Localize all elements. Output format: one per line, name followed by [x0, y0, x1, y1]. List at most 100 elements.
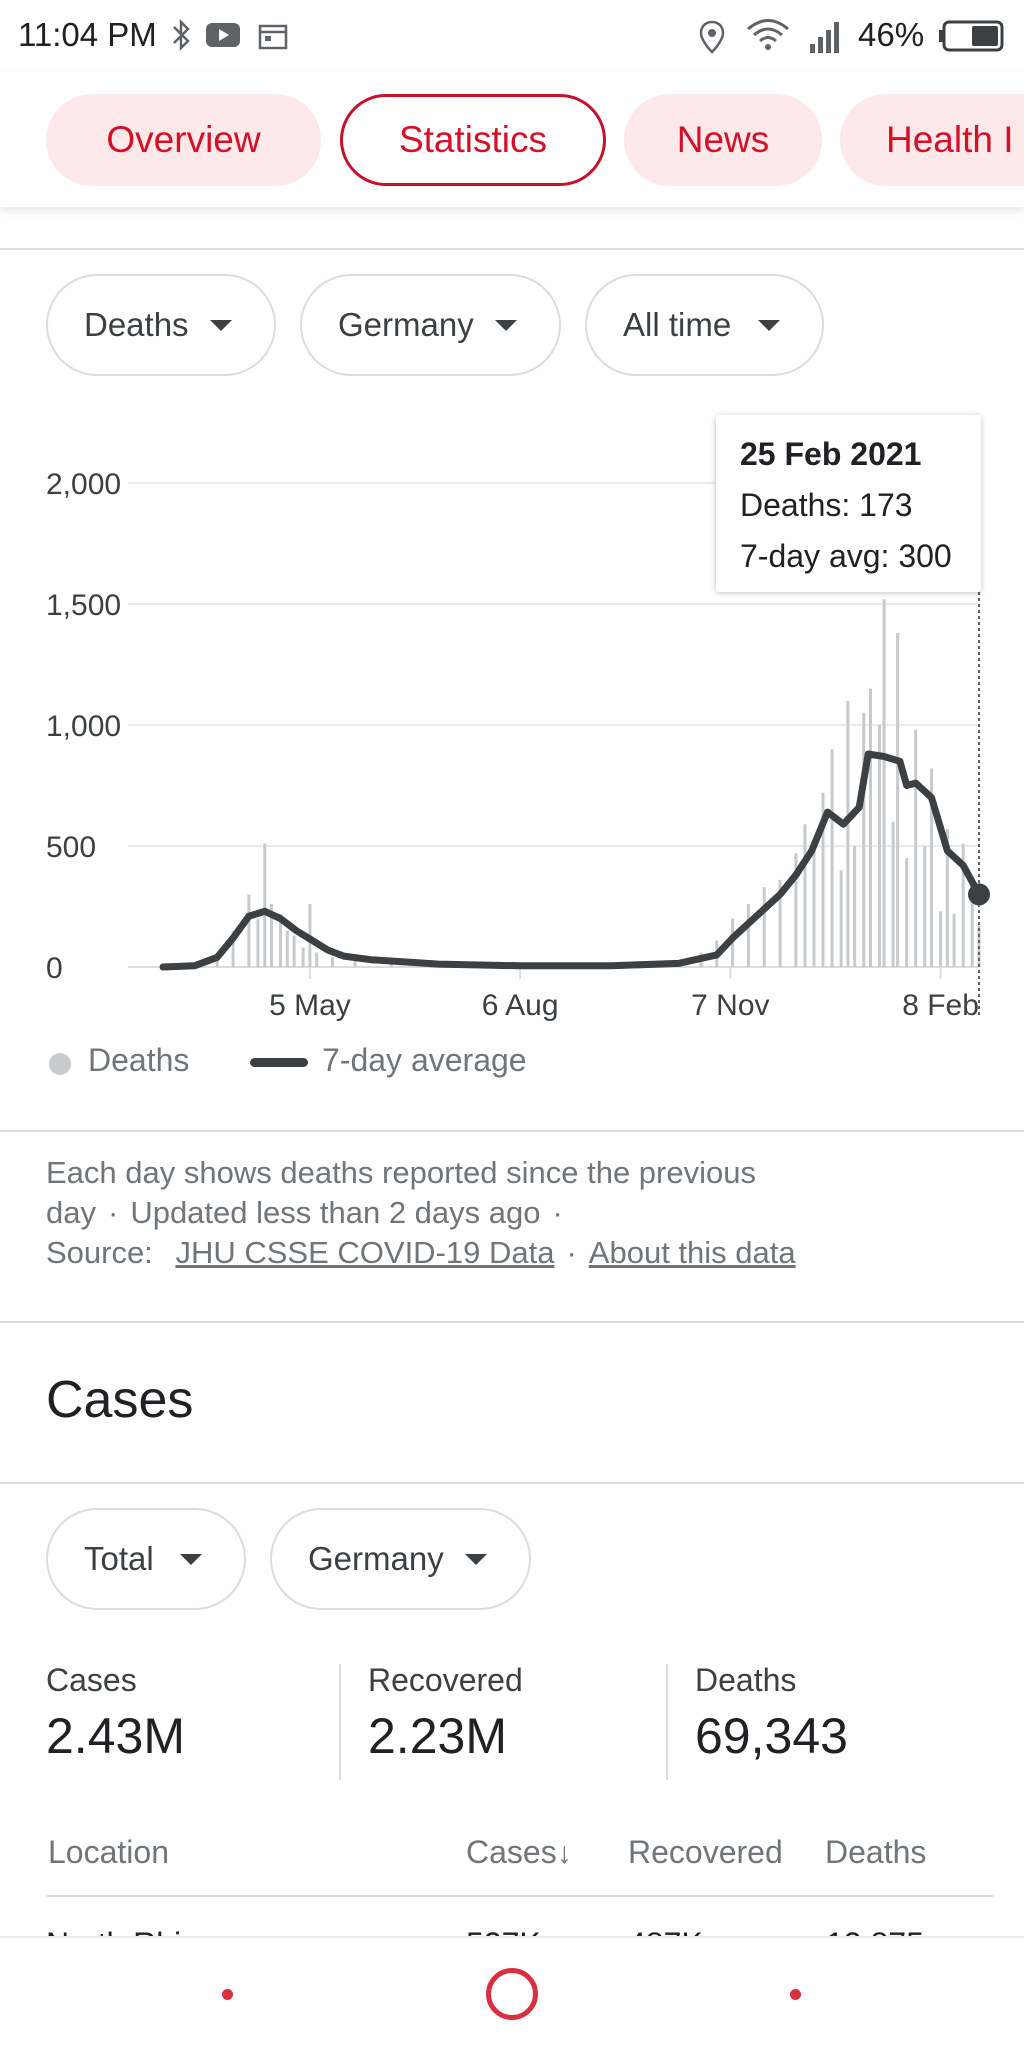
- chart-notes: Each day shows deaths reported since the…: [46, 1155, 796, 1270]
- bar-deaths: [778, 879, 782, 967]
- bar-deaths: [247, 894, 251, 967]
- y-tick-label: 0: [46, 952, 63, 985]
- bar-deaths: [794, 853, 798, 967]
- tooltip-average: 7-day avg: 300: [740, 538, 952, 575]
- cases-type-label: Total: [84, 1540, 154, 1577]
- battery-percent: 46%: [858, 16, 925, 53]
- bar-deaths: [914, 729, 918, 967]
- chart-tooltip: 25 Feb 2021 Deaths: 173 7-day avg: 300: [716, 415, 981, 592]
- bar-deaths: [830, 749, 834, 967]
- battery-icon: [939, 20, 1004, 52]
- metric-dropdown-label: Deaths: [84, 306, 189, 343]
- bar-deaths: [292, 935, 296, 967]
- y-tick-label: 1,000: [46, 710, 121, 743]
- chevron-down-icon: [210, 320, 232, 331]
- stat-label: Deaths: [695, 1662, 797, 1698]
- bar-deaths: [923, 846, 927, 967]
- nav-back-button[interactable]: [222, 1989, 233, 2000]
- bar-deaths: [269, 904, 273, 967]
- y-tick-label: 1,500: [46, 589, 121, 622]
- stat-deaths: Deaths 69,343: [695, 1662, 848, 1765]
- metric-dropdown[interactable]: Deaths: [46, 274, 276, 376]
- bar-deaths: [746, 904, 750, 967]
- stat-label: Recovered: [368, 1662, 523, 1698]
- notes-description: Each day shows deaths reported since the…: [46, 1155, 756, 1230]
- bar-deaths: [853, 846, 857, 967]
- clock: 11:04 PM: [18, 16, 157, 53]
- region-dropdown[interactable]: Germany: [300, 274, 561, 376]
- bar-deaths: [231, 930, 235, 967]
- bar-deaths: [891, 821, 895, 967]
- notes-source-label: Source:: [46, 1235, 153, 1270]
- bar-deaths: [882, 599, 886, 967]
- cases-type-dropdown[interactable]: Total: [46, 1508, 246, 1610]
- bar-deaths: [846, 700, 850, 967]
- bar-deaths: [961, 843, 965, 967]
- line-7-day-average: [159, 750, 983, 971]
- cases-region-label: Germany: [308, 1540, 444, 1577]
- chevron-down-icon: [495, 320, 517, 331]
- divider: [0, 1130, 1024, 1132]
- tab-overview[interactable]: Overview: [46, 94, 321, 186]
- bar-deaths: [389, 964, 393, 967]
- y-tick-label: 2,000: [46, 468, 121, 501]
- bar-deaths: [263, 843, 267, 967]
- youtube-icon: [206, 23, 240, 47]
- x-tick-label: 6 Aug: [482, 989, 559, 1022]
- time-range-dropdown-label: All time: [623, 306, 732, 343]
- bar-deaths: [803, 824, 807, 967]
- tab-news[interactable]: News: [624, 94, 822, 186]
- top-tabs: Overview Statistics News Health I: [0, 72, 1024, 207]
- nav-home-button[interactable]: [486, 1968, 538, 2020]
- legend-deaths-swatch: [49, 1053, 71, 1075]
- deaths-chart[interactable]: 0 500 1,000 1,500 2,000 5 May 6 Aug 7 Nov 8 Feb: [0, 400, 1024, 1040]
- calendar-icon: [258, 24, 288, 50]
- chevron-down-icon: [758, 320, 780, 331]
- tab-statistics[interactable]: Statistics: [340, 94, 606, 186]
- bar-deaths: [353, 960, 357, 967]
- bar-deaths: [945, 829, 949, 967]
- bar-deaths: [970, 879, 974, 967]
- legend-average-label: 7-day average: [322, 1042, 527, 1078]
- stat-label: Cases: [46, 1662, 137, 1698]
- divider: [0, 248, 1024, 250]
- bar-deaths: [821, 792, 825, 967]
- column-header-cases[interactable]: Cases↓: [466, 1834, 572, 1871]
- bar-deaths: [215, 957, 219, 967]
- stat-recovered: Recovered 2.23M: [368, 1662, 523, 1765]
- x-tick-label: 5 May: [269, 989, 351, 1022]
- sort-arrow-down-icon: ↓: [556, 1837, 572, 1870]
- bar-deaths: [939, 911, 943, 967]
- about-data-link[interactable]: About this data: [588, 1235, 796, 1270]
- y-tick-label: 500: [46, 831, 96, 864]
- cases-region-dropdown[interactable]: Germany: [270, 1508, 531, 1610]
- bluetooth-icon: [173, 18, 190, 52]
- bar-deaths: [952, 913, 956, 967]
- source-link[interactable]: JHU CSSE COVID-19 Data: [175, 1235, 555, 1270]
- tab-health-info[interactable]: Health I: [840, 94, 1024, 186]
- time-range-dropdown[interactable]: All time: [585, 274, 824, 376]
- bar-deaths: [862, 712, 866, 967]
- hover-point: [968, 883, 990, 906]
- notes-updated: Updated less than 2 days ago: [130, 1195, 541, 1230]
- x-tick-label: 8 Feb: [902, 989, 979, 1022]
- column-header-location[interactable]: Location: [48, 1834, 169, 1870]
- location-icon: [699, 20, 725, 54]
- bar-deaths: [905, 858, 909, 967]
- divider: [0, 1321, 1024, 1323]
- legend-average-swatch: [250, 1058, 308, 1067]
- bar-deaths: [812, 841, 816, 967]
- table-header-divider: [46, 1895, 994, 1897]
- cases-heading: Cases: [46, 1371, 194, 1429]
- column-header-recovered[interactable]: Recovered: [628, 1834, 783, 1870]
- bar-deaths: [930, 768, 934, 967]
- bar-deaths: [896, 633, 900, 967]
- stat-value: 2.23M: [368, 1708, 507, 1764]
- chevron-down-icon: [465, 1554, 487, 1565]
- nav-recents-button[interactable]: [790, 1989, 801, 2000]
- legend-deaths-label: Deaths: [88, 1042, 190, 1078]
- tooltip-deaths: Deaths: 173: [740, 487, 913, 524]
- stat-value: 69,343: [695, 1708, 848, 1764]
- tooltip-date: 25 Feb 2021: [740, 436, 922, 472]
- column-header-deaths[interactable]: Deaths: [825, 1834, 927, 1870]
